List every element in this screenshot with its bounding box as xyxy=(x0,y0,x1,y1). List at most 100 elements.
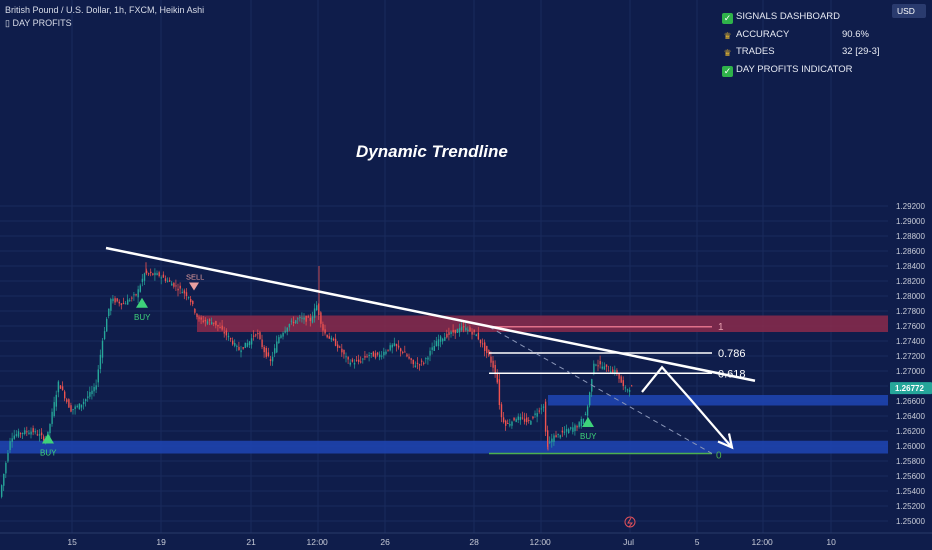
candle-body xyxy=(345,356,347,358)
candle-body xyxy=(38,434,41,436)
dashboard-row-accuracy: ♛ ACCURACY 90.6% xyxy=(722,26,922,44)
candle-body xyxy=(253,335,255,337)
candle-body xyxy=(400,348,402,352)
candle-body xyxy=(511,421,513,426)
candle-body xyxy=(435,340,438,347)
candle-body xyxy=(582,418,585,425)
candle-body xyxy=(502,417,505,423)
candle-body xyxy=(154,272,156,276)
candle-body xyxy=(135,294,137,296)
candle-body xyxy=(82,401,85,405)
candle-body xyxy=(269,359,272,361)
candle-body xyxy=(452,329,454,333)
candle-body xyxy=(479,339,482,344)
candle-body xyxy=(93,387,95,392)
candle-body xyxy=(61,386,64,391)
candle-body xyxy=(412,359,414,365)
candle-body xyxy=(626,389,629,391)
dynamic-trendline[interactable] xyxy=(105,246,756,382)
candle-body xyxy=(507,423,509,425)
candle-body xyxy=(91,390,93,395)
candle-body xyxy=(494,364,496,374)
candle-body xyxy=(463,326,465,328)
price-axis-tick: 1.26600 xyxy=(896,397,925,406)
candle-body xyxy=(408,356,410,359)
price-axis-tick: 1.25200 xyxy=(896,502,925,511)
candle-body xyxy=(244,342,246,348)
trendline-label: Dynamic Trendline xyxy=(356,142,508,161)
candle-body xyxy=(40,432,43,436)
candle-body xyxy=(261,339,263,348)
candle-body xyxy=(595,364,597,366)
candle-body xyxy=(343,349,345,355)
candle-body xyxy=(421,360,423,362)
candle-body xyxy=(320,312,322,324)
candle-body xyxy=(160,277,162,279)
candle-body xyxy=(460,326,463,331)
candle-body xyxy=(330,337,333,340)
buy-signal-icon xyxy=(582,417,594,427)
candle-body xyxy=(57,381,60,393)
candle-body xyxy=(418,364,421,366)
candle-body xyxy=(9,441,11,450)
fib-diagonal xyxy=(488,326,713,454)
candle-body xyxy=(217,324,219,327)
candle-body xyxy=(563,431,566,433)
candle-body xyxy=(219,327,221,329)
candle-body xyxy=(11,438,13,442)
candle-body xyxy=(532,416,534,419)
candle-body xyxy=(393,343,396,346)
time-axis-tick: 28 xyxy=(469,537,479,547)
price-axis-tick: 1.27800 xyxy=(896,307,925,316)
candle-body xyxy=(110,299,112,311)
candle-body xyxy=(43,436,45,441)
candle-body xyxy=(118,301,120,304)
candle-body xyxy=(282,333,284,337)
candle-body xyxy=(187,297,190,299)
time-axis-tick: 5 xyxy=(695,537,700,547)
candle-body xyxy=(486,345,488,354)
candle-body xyxy=(114,298,116,303)
candle-body xyxy=(271,356,274,362)
candle-body xyxy=(166,280,169,282)
candle-body xyxy=(208,319,211,321)
candle-body xyxy=(622,380,624,387)
candle-body xyxy=(200,317,202,320)
candle-body xyxy=(246,343,249,347)
candle-body xyxy=(561,430,564,433)
zone-support_upper xyxy=(548,395,888,406)
candle-body xyxy=(211,322,213,325)
candle-body xyxy=(26,431,28,433)
price-axis-tick: 1.28000 xyxy=(896,292,925,301)
candle-body xyxy=(492,360,494,368)
candle-body xyxy=(292,321,295,324)
price-axis-tick: 1.28800 xyxy=(896,232,925,241)
check-icon: ✓ xyxy=(722,65,733,77)
candle-body xyxy=(381,355,383,357)
candle-body xyxy=(145,270,148,274)
price-axis-tick: 1.25400 xyxy=(896,487,925,496)
candle-body xyxy=(523,418,526,422)
candle-body xyxy=(28,432,30,435)
candle-body xyxy=(488,350,490,356)
candle-body xyxy=(127,299,129,305)
currency-button[interactable]: USD xyxy=(892,4,926,18)
price-axis-tick: 1.25600 xyxy=(896,472,925,481)
candle-body xyxy=(32,428,34,433)
candle-body xyxy=(395,343,398,347)
candle-body xyxy=(223,332,225,334)
candle-body xyxy=(465,327,467,331)
lightning-icon[interactable] xyxy=(624,516,636,528)
indicator-icon: ▯ xyxy=(5,18,10,28)
candle-body xyxy=(467,329,469,332)
candle-body xyxy=(549,441,551,443)
candle-body xyxy=(295,320,297,324)
candle-body xyxy=(349,362,351,365)
candle-body xyxy=(565,429,568,432)
candle-body xyxy=(173,282,175,287)
current-price-tag xyxy=(890,382,932,395)
candle-body xyxy=(517,416,519,420)
candle-body xyxy=(85,399,87,402)
